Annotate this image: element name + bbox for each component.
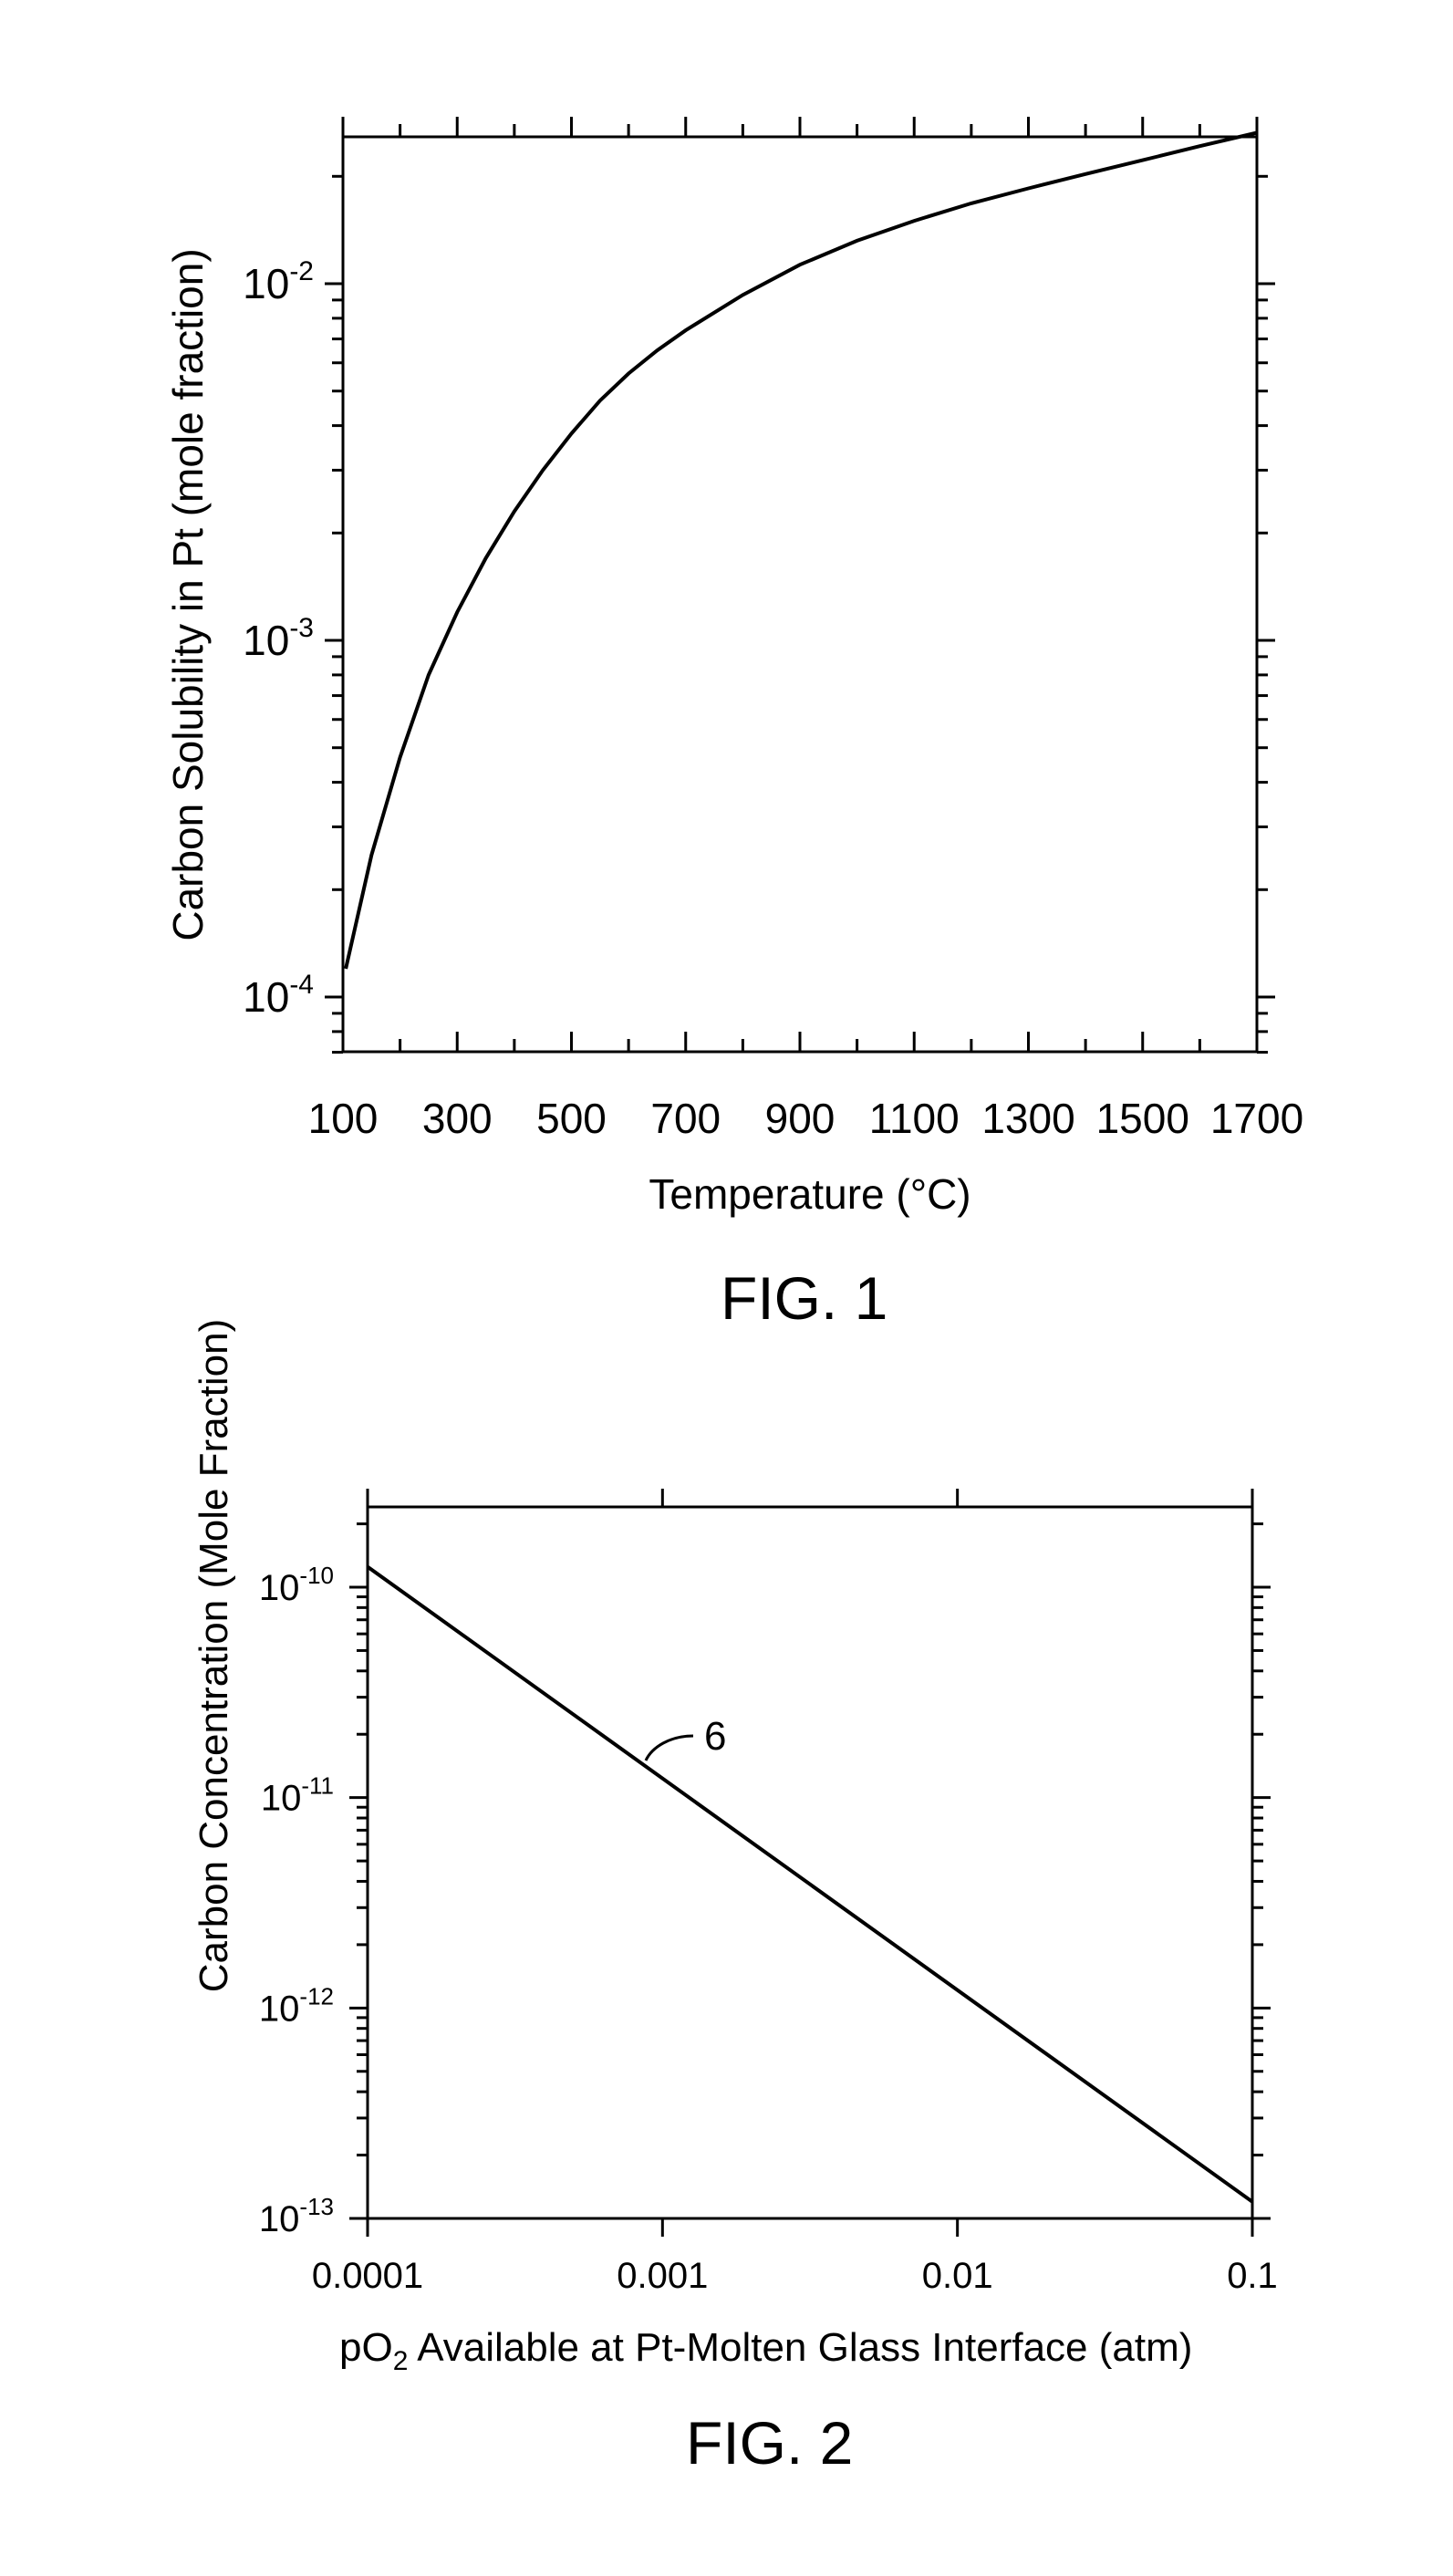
tick-marks	[325, 117, 1275, 1053]
plot-frame	[368, 1507, 1252, 2218]
y-tick-label-exponent: -12	[299, 1982, 334, 2010]
y-tick-label-base: 10	[243, 617, 289, 664]
x-tick-label: 700	[650, 1095, 721, 1142]
series-line	[346, 133, 1257, 970]
y-tick-label-base: 10	[261, 1779, 302, 1819]
x-axis-label: Temperature (°C)	[649, 1170, 970, 1218]
chart-fig1: 1003005007009001100130015001700 10-410-3…	[164, 117, 1303, 1218]
y-tick-label-exponent: -13	[299, 2193, 334, 2220]
x-axis-label-suffix: Available at Pt-Molten Glass Interface (…	[408, 2325, 1192, 2370]
y-tick-label-base: 10	[259, 2199, 300, 2239]
y-tick-label: 10-10	[259, 1562, 334, 1608]
x-tick-labels: 100 300 500 700 900 1100 1300 1500 1700	[308, 1095, 1304, 1142]
y-tick-label-base: 10	[259, 1568, 300, 1608]
y-tick-label-base: 10	[243, 260, 289, 307]
x-tick-label: 500	[536, 1095, 607, 1142]
x-tick-label: 0.0001	[312, 2256, 423, 2296]
y-tick-label: 10-12	[259, 1982, 334, 2029]
x-tick-label: 300	[422, 1095, 493, 1142]
x-tick-label: 1700	[1210, 1095, 1303, 1142]
x-tick-labels: 0.0001 0.001 0.01 0.1	[312, 2256, 1278, 2296]
figure-caption-1: FIG. 1	[721, 1263, 887, 1333]
x-axis-label: pO2 Available at Pt-Molten Glass Interfa…	[339, 2325, 1192, 2376]
y-tick-label: 10-3	[243, 613, 314, 664]
y-tick-label-base: 10	[259, 1989, 300, 2029]
y-tick-label: 10-13	[259, 2193, 334, 2239]
x-axis-label-subscript: 2	[393, 2346, 409, 2376]
x-tick-label: 0.01	[922, 2256, 993, 2296]
y-tick-labels: 10-410-310-2	[243, 256, 314, 1021]
x-tick-label: 1500	[1096, 1095, 1189, 1142]
x-tick-label: 100	[308, 1095, 379, 1142]
y-tick-label-exponent: -2	[289, 256, 314, 286]
y-tick-label-base: 10	[243, 973, 289, 1021]
plot-frame	[343, 137, 1257, 1052]
y-tick-label-exponent: -4	[289, 970, 314, 1000]
annotation-leader	[646, 1736, 693, 1761]
y-tick-label: 10-4	[243, 970, 314, 1021]
x-tick-label: 900	[765, 1095, 835, 1142]
y-tick-labels: 10-1310-1210-1110-10	[259, 1562, 334, 2239]
x-axis-label-prefix: pO	[339, 2325, 393, 2370]
y-tick-label: 10-2	[243, 256, 314, 307]
figure-caption-2: FIG. 2	[686, 2408, 853, 2477]
x-tick-label: 1300	[981, 1095, 1074, 1142]
x-tick-label: 1100	[869, 1095, 960, 1142]
y-tick-label-exponent: -3	[289, 613, 314, 643]
y-tick-label-exponent: -11	[301, 1772, 334, 1800]
y-axis-label: Carbon Solubility in Pt (mole fraction)	[164, 248, 212, 940]
y-axis-label: Carbon Concentration (Mole Fraction)	[192, 1319, 236, 1993]
x-tick-label: 0.001	[617, 2256, 708, 2296]
annotation-label: 6	[704, 1714, 726, 1759]
y-tick-label-exponent: -10	[299, 1562, 334, 1589]
series-line	[368, 1567, 1252, 2202]
x-tick-label: 0.1	[1227, 2256, 1278, 2296]
tick-marks	[349, 1489, 1271, 2237]
y-tick-label: 10-11	[261, 1772, 334, 1819]
chart-fig2: 0.00010.0010.010.1 10-1310-1210-1110-10 …	[192, 1319, 1278, 2376]
